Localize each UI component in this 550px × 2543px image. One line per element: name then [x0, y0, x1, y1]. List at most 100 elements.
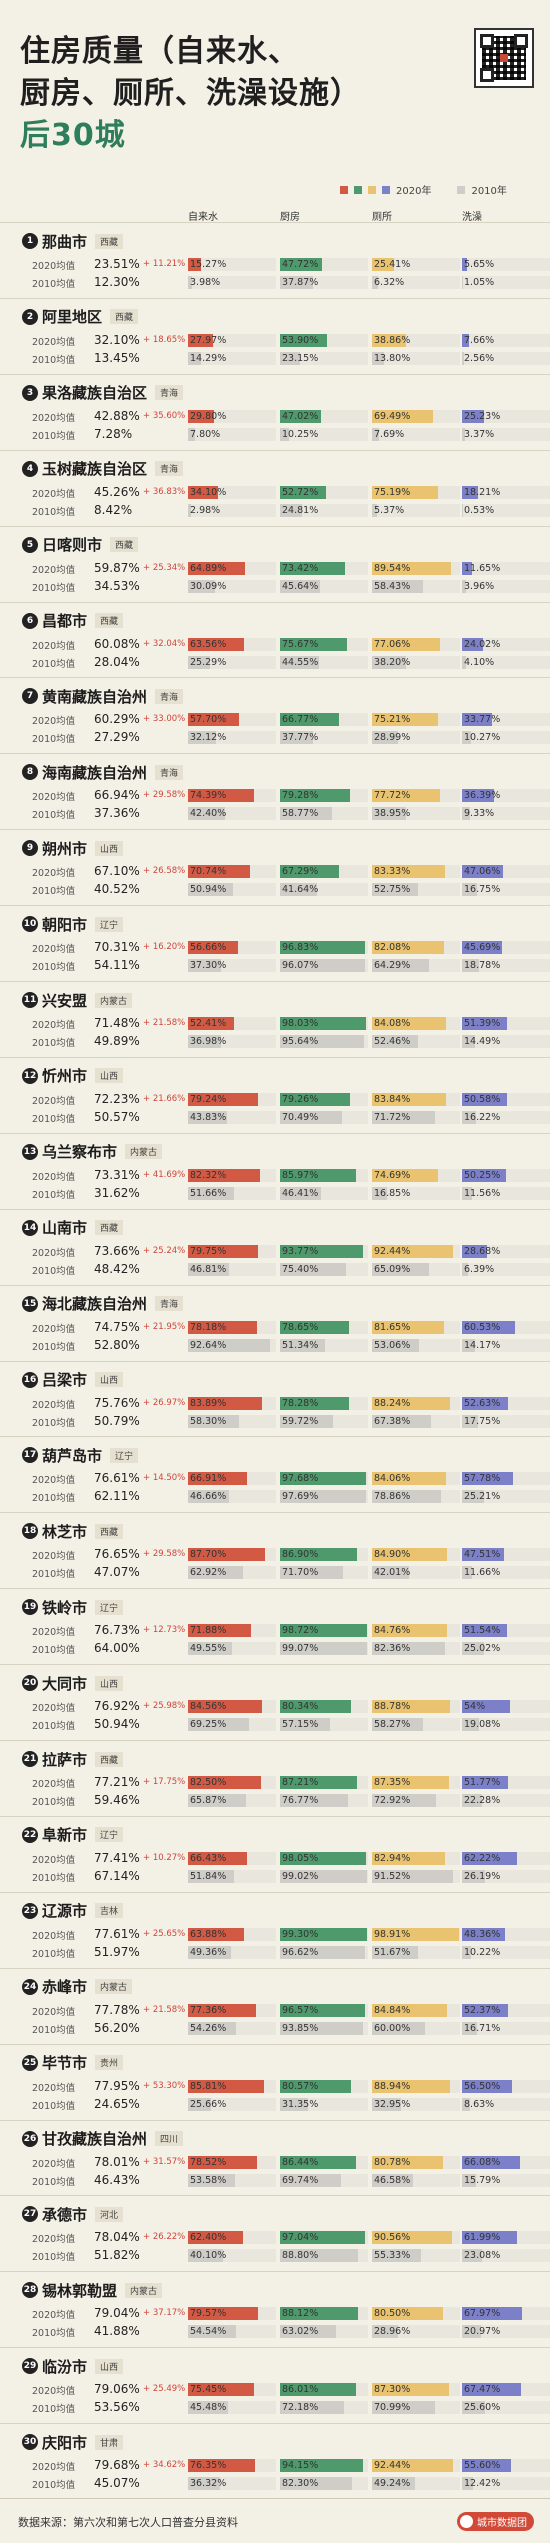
bar-toilet-2010: 53.06%	[372, 1338, 460, 1352]
bar-value: 32.95%	[374, 2098, 411, 2110]
column-header-toilet: 厕所	[372, 212, 392, 223]
year-row-2010: 2010均值 24.65% 25.66% 31.35% 32.95% 8.63%	[0, 2097, 550, 2113]
bar-fill	[372, 1035, 419, 1048]
bar-water-2010: 25.29%	[188, 655, 276, 669]
rank-badge: 25	[22, 2054, 38, 2071]
bar-value: 23.15%	[282, 352, 319, 364]
change-value: + 12.73%	[143, 1625, 186, 1636]
bar-kitchen-2020: 79.28%	[280, 789, 368, 803]
year-row-2020: 2020均值 32.10% + 18.65% 27.97% 53.90% 38.86% 7.…	[0, 333, 550, 349]
bar-fill	[188, 2401, 228, 2415]
year-row-2010: 2010均值 56.20% 54.26% 93.85% 60.00% 16.71%	[0, 2021, 550, 2037]
rank-badge: 13	[22, 1143, 38, 1160]
bar-bath-2010: 14.49%	[462, 1035, 550, 1048]
bar-fill	[372, 1927, 459, 1941]
bar-value: 4.10%	[464, 656, 495, 668]
bar-fill	[188, 2021, 236, 2035]
change-value: + 36.83%	[143, 486, 186, 497]
bar-value: 92.44%	[374, 1245, 411, 1257]
province-tag: 西藏	[95, 613, 124, 628]
city-name: 山南市	[42, 1219, 88, 1238]
average-value: 56.20%	[94, 2020, 140, 2035]
bar-fill	[188, 1110, 227, 1124]
bar-fill	[188, 655, 211, 669]
bar-value: 49.55%	[190, 1643, 227, 1655]
bar-water-2020: 34.10%	[188, 485, 276, 499]
bar-fill	[280, 1851, 367, 1865]
bar-water-2010: 46.66%	[188, 1490, 276, 1504]
rank-badge: 8	[22, 764, 38, 781]
bar-fill	[188, 1262, 230, 1276]
bar-value: 67.38%	[374, 1415, 411, 1427]
bar-value: 43.83%	[190, 1111, 227, 1123]
bar-fill	[280, 1017, 367, 1030]
change-value: + 10.27%	[143, 1852, 186, 1863]
bar-fill	[372, 713, 439, 727]
bar-value: 10.27%	[464, 732, 501, 744]
rank-badge: 23	[22, 1902, 38, 1919]
bar-fill	[280, 1110, 342, 1124]
year-row-2010: 2010均值 41.88% 54.54% 63.02% 28.96% 20.97%	[0, 2324, 550, 2340]
bar-value: 53.90%	[282, 334, 319, 346]
bar-fill	[280, 731, 314, 745]
bar-toilet-2010: 42.01%	[372, 1566, 460, 1580]
change-value: + 25.65%	[143, 1928, 186, 1939]
bar-bath-2020: 25.23%	[462, 409, 550, 423]
bar-bath-2020: 51.39%	[462, 1017, 550, 1030]
bar-fill	[188, 2231, 243, 2245]
bar-value: 52.75%	[374, 884, 411, 896]
bar-value: 79.26%	[282, 1093, 319, 1105]
bar-fill	[462, 2231, 517, 2245]
year-label: 2010均值	[32, 2100, 76, 2112]
bar-kitchen-2010: 72.18%	[280, 2401, 368, 2415]
bar-fill	[372, 2155, 444, 2169]
rank-badge: 11	[22, 992, 38, 1008]
bar-fill	[462, 2307, 522, 2321]
bar-fill	[462, 1168, 507, 1182]
bar-toilet-2020: 80.50%	[372, 2307, 460, 2321]
year-row-2020: 2020均值 79.68% + 34.62% 76.35% 94.15% 92.44% 55…	[0, 2458, 550, 2474]
bar-water-2010: 49.55%	[188, 1642, 276, 1656]
year-row-2020: 2020均值 73.66% + 25.24% 79.75% 93.77% 92.44% 28…	[0, 1244, 550, 1260]
bar-toilet-2020: 98.91%	[372, 1927, 460, 1941]
bar-bath-2010: 15.79%	[462, 2173, 550, 2187]
bar-fill	[280, 1338, 326, 1352]
rank-badge: 27	[22, 2206, 38, 2223]
bar-fill	[372, 351, 385, 365]
bar-value: 50.25%	[464, 1169, 501, 1181]
bar-value: 28.68%	[464, 1245, 501, 1257]
bar-fill	[462, 1927, 505, 1941]
bar-value: 77.36%	[190, 2004, 227, 2016]
bar-fill	[462, 1642, 484, 1656]
bar-fill	[462, 731, 471, 745]
bar-value: 82.94%	[374, 1852, 411, 1864]
province-tag: 西藏	[110, 309, 139, 325]
bar-value: 25.41%	[374, 259, 411, 270]
bar-kitchen-2020: 96.83%	[280, 941, 368, 955]
bar-value: 71.70%	[282, 1567, 319, 1579]
bar-fill	[188, 1566, 244, 1580]
bar-value: 11.65%	[464, 562, 501, 574]
bar-fill	[280, 1794, 348, 1807]
bar-bath-2010: 2.56%	[462, 351, 550, 365]
bar-kitchen-2020: 86.90%	[280, 1548, 368, 1562]
bar-fill	[188, 1186, 234, 1200]
bar-value: 84.56%	[190, 1701, 227, 1713]
bar-value: 84.06%	[374, 1473, 411, 1485]
average-value: 37.36%	[94, 806, 140, 821]
average-value: 59.46%	[94, 1793, 140, 1807]
bar-value: 11.66%	[464, 1567, 501, 1579]
city-header: 11 兴安盟 内蒙古	[22, 990, 133, 1010]
province-tag: 吉林	[95, 1903, 124, 1919]
change-value: + 16.20%	[143, 942, 186, 953]
bar-fill	[372, 333, 407, 347]
year-row-2010: 2010均值 50.57% 43.83% 70.49% 71.72% 16.22%	[0, 1110, 550, 1126]
year-row-2020: 2020均值 78.01% + 31.57% 78.52% 86.44% 80.78% 66…	[0, 2155, 550, 2171]
bar-fill	[188, 2079, 264, 2093]
bar-kitchen-2020: 93.77%	[280, 1244, 368, 1258]
average-value: 67.10%	[94, 864, 140, 879]
year-label: 2010均值	[32, 1417, 76, 1429]
year-row-2020: 2020均值 42.88% + 35.60% 29.80% 47.02% 69.49% 25…	[0, 409, 550, 425]
year-row-2020: 2020均值 60.08% + 32.04% 63.56% 75.67% 77.06% 24…	[0, 637, 550, 653]
bar-bath-2020: 47.51%	[462, 1548, 550, 1562]
